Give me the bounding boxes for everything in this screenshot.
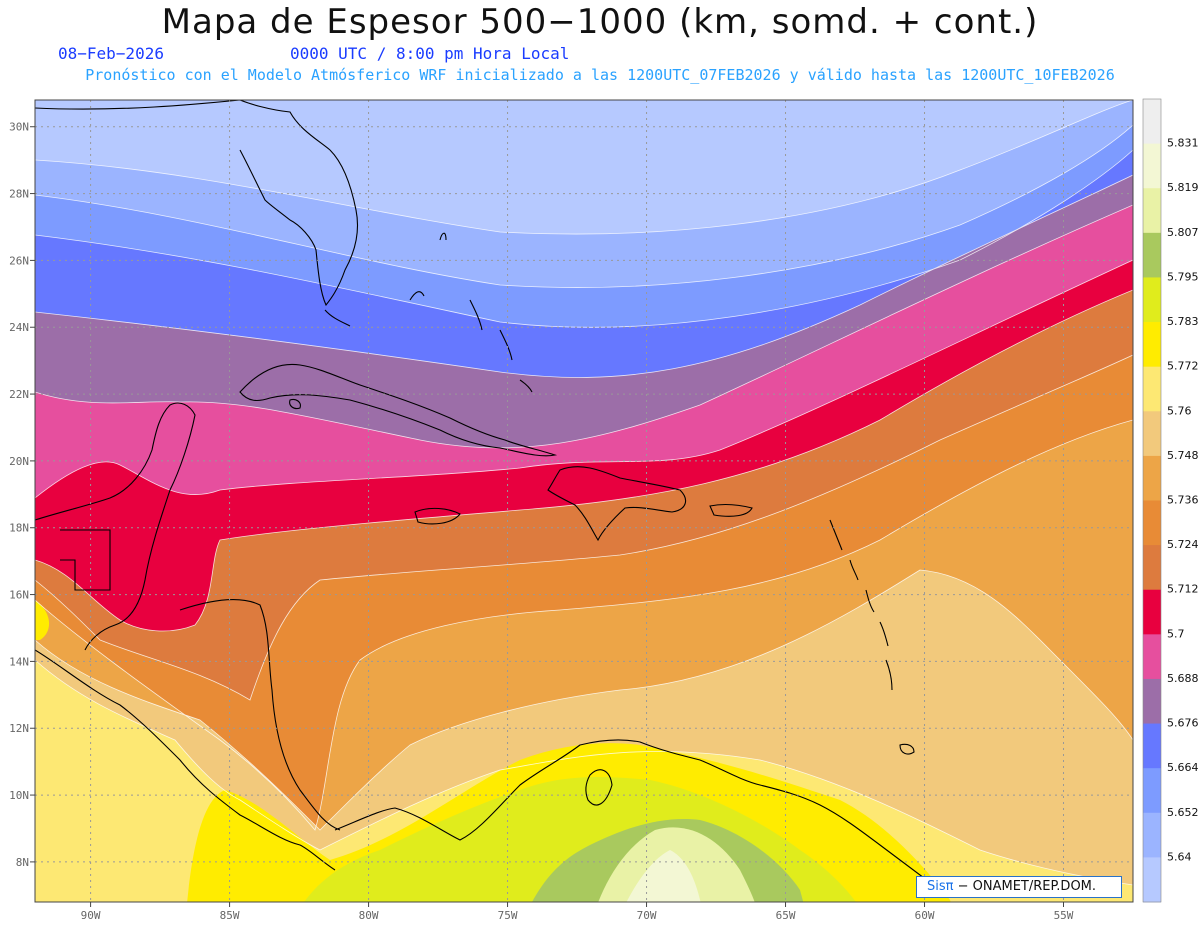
hispaniola-coast <box>547 466 687 542</box>
colorbar-swatch <box>1143 455 1161 501</box>
colorbar-swatch <box>1143 143 1161 189</box>
forecast-time: 0000 UTC / 8:00 pm Hora Local <box>290 44 570 63</box>
lake-maracaibo <box>585 769 613 806</box>
colorbar-swatch <box>1143 322 1161 368</box>
colorbar-label: 5.795 <box>1167 270 1199 283</box>
colorbar-label: 5.783 <box>1167 315 1199 328</box>
colorbar-label: 5.664 <box>1167 761 1199 774</box>
map-title: Mapa de Espesor 500−1000 (km, somd. + co… <box>161 2 1039 42</box>
forecast-date: 08−Feb−2026 <box>58 44 164 63</box>
colorbar-frame <box>1142 98 1162 903</box>
panama-colombia <box>334 739 941 891</box>
lat-tick-label: 10N <box>9 789 29 802</box>
colorbar-swatch <box>1143 366 1161 412</box>
lon-tick-label: 65W <box>776 909 796 922</box>
yellow-spot-west <box>35 600 50 640</box>
colorbar-label: 5.676 <box>1167 717 1199 730</box>
colorbar-label: 5.819 <box>1167 181 1199 194</box>
lat-tick-label: 16N <box>9 589 29 602</box>
lon-tick-label: 55W <box>1054 909 1074 922</box>
yucatan-coast <box>35 402 196 651</box>
colorbar-swatch <box>1143 723 1161 769</box>
colorbar-label: 5.748 <box>1167 449 1199 462</box>
lon-tick-label: 85W <box>220 909 240 922</box>
lat-tick-label: 12N <box>9 722 29 735</box>
colorbar-swatch <box>1143 812 1161 858</box>
trinidad <box>899 743 915 755</box>
central-america-caribbean <box>179 599 341 831</box>
colorbar-swatch <box>1143 500 1161 546</box>
colorbar-label: 5.7 <box>1167 627 1185 640</box>
colorbar: 5.831 5.819 5.807 5.795 5.783 5.772 5.76 5.748 5… <box>1142 98 1199 903</box>
band-5.831 <box>626 850 701 902</box>
florida-coast <box>35 100 359 307</box>
lat-tick-label: 20N <box>9 455 29 468</box>
colorbar-swatch <box>1143 232 1161 278</box>
colorbar-swatch <box>1143 678 1161 725</box>
credit-text: − ONAMET/REP.DOM. <box>957 879 1097 894</box>
colorbar-swatch <box>1143 857 1161 903</box>
colorbar-label: 5.64 <box>1167 850 1192 863</box>
colorbar-label: 5.724 <box>1167 538 1199 551</box>
colorbar-label: 5.736 <box>1167 494 1199 507</box>
map-area <box>35 100 1133 902</box>
isla-juventud <box>289 398 301 410</box>
puerto-rico-coast <box>709 503 753 517</box>
lon-tick-label: 90W <box>81 909 101 922</box>
colorbar-swatch <box>1143 277 1161 323</box>
colorbar-label: 5.831 <box>1167 137 1199 150</box>
colorbar-swatch <box>1143 188 1161 234</box>
lat-tick-label: 14N <box>9 655 29 668</box>
map-frame <box>34 99 1134 903</box>
lat-tick-label: 26N <box>9 254 29 267</box>
lat-tick-label: 30N <box>9 121 29 134</box>
colorbar-swatch <box>1143 411 1161 457</box>
lon-tick-label: 80W <box>359 909 379 922</box>
florida-keys <box>324 309 351 327</box>
coastlines <box>35 100 941 891</box>
lat-tick-label: 24N <box>9 321 29 334</box>
graticule <box>35 100 1133 902</box>
central-america-pacific <box>35 649 336 871</box>
belize-guatemala-border <box>60 529 111 591</box>
jamaica-coast <box>414 507 461 525</box>
lat-tick-label: 8N <box>16 856 29 869</box>
forecast-subtitle: Pronóstico con el Modelo Atmósferico WRF… <box>85 66 1115 84</box>
colorbar-label: 5.772 <box>1167 360 1199 373</box>
lat-tick-label: 18N <box>9 522 29 535</box>
cuba-coast <box>239 363 558 457</box>
colorbar-label: 5.76 <box>1167 404 1192 417</box>
colorbar-swatch <box>1143 99 1161 145</box>
colorbar-swatch <box>1143 768 1161 814</box>
colorbar-swatch <box>1143 634 1161 680</box>
credit-logo: Sisπ <box>927 879 954 894</box>
colorbar-swatch <box>1143 589 1161 635</box>
lon-tick-label: 75W <box>498 909 518 922</box>
colorbar-swatch <box>1143 545 1161 591</box>
colorbar-label: 5.807 <box>1167 226 1199 239</box>
lon-tick-label: 60W <box>915 909 935 922</box>
lat-tick-label: 28N <box>9 188 29 201</box>
colorbar-label: 5.712 <box>1167 583 1199 596</box>
lesser-antilles <box>829 519 893 691</box>
lon-tick-label: 70W <box>637 909 657 922</box>
axis-ticks: 90W 85W 80W 75W 70W 65W 60W 55W 30N 28N 26N 24N 22N 2… <box>9 121 1074 922</box>
credit-badge: Sisπ − ONAMET/REP.DOM. <box>916 876 1122 898</box>
lat-tick-label: 22N <box>9 388 29 401</box>
colorbar-label: 5.652 <box>1167 806 1199 819</box>
colorbar-label: 5.688 <box>1167 672 1199 685</box>
bahamas <box>409 232 533 393</box>
contour-lines <box>35 100 1133 886</box>
